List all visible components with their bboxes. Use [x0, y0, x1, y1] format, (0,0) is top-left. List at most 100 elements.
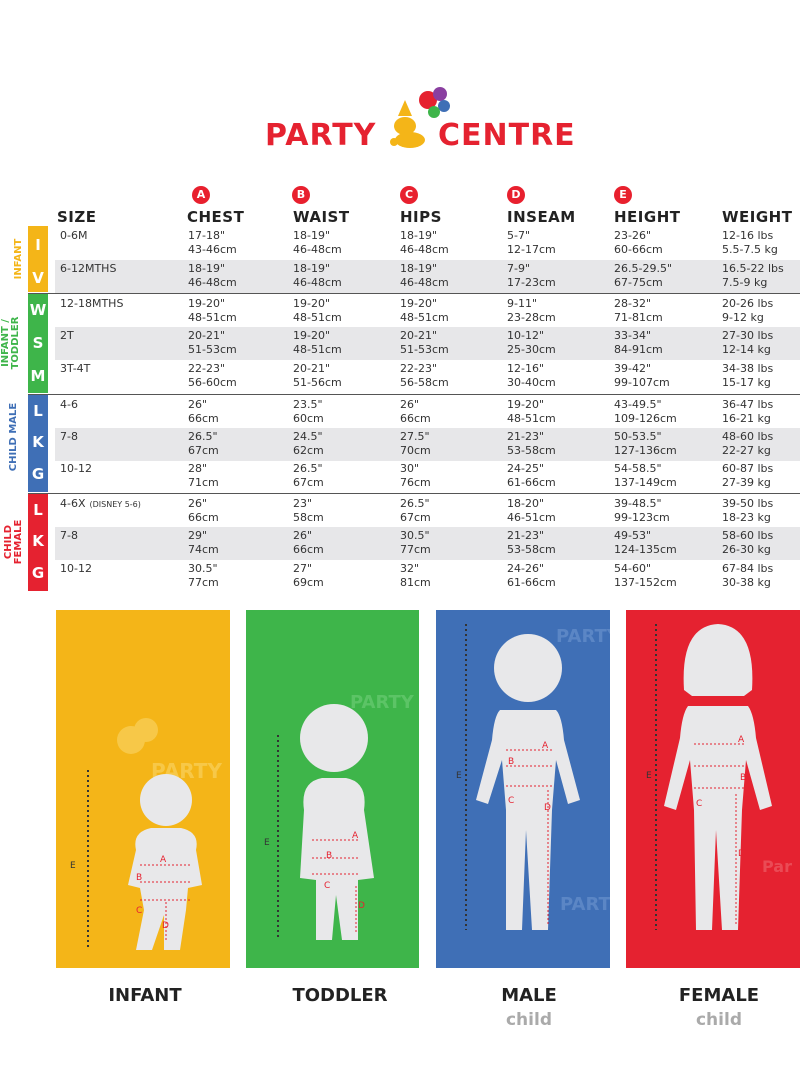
- weight-cell: 39-50 lbs 18-23 kg: [722, 497, 773, 525]
- waist-imperial: 23": [293, 497, 313, 510]
- col-letter-waist: B: [292, 186, 310, 204]
- waist-imperial: 26": [293, 529, 313, 542]
- figure-panel-toddler: PARTY E A B C D: [246, 610, 419, 968]
- table-row: 4-6 26" 66cm 23.5" 60cm 26" 66cm 19-20" 48-51cm 4…: [55, 396, 800, 429]
- chest-imperial: 30.5": [188, 562, 218, 575]
- weight-metric: 30-38 kg: [722, 576, 771, 589]
- table-row: 6-12MTHS 18-19" 46-48cm 18-19" 46-48cm 18-19"…: [55, 260, 800, 293]
- hips-imperial: 26": [400, 398, 420, 411]
- hips-imperial: 32": [400, 562, 420, 575]
- inseam-cell: 12-16" 30-40cm: [507, 362, 556, 390]
- chest-imperial: 20-21": [188, 329, 226, 342]
- size-letter: V: [32, 269, 44, 287]
- waist-cell: 18-19" 46-48cm: [293, 229, 342, 257]
- hips-imperial: 30.5": [400, 529, 430, 542]
- inseam-cell: 21-23" 53-58cm: [507, 529, 556, 557]
- group-bar-infant-toddler: W S M: [28, 294, 48, 393]
- chest-metric: 71cm: [188, 476, 219, 489]
- figure-label-infant: INFANT: [108, 985, 182, 1006]
- group-bar-infant: I V: [28, 226, 48, 292]
- col-letter-hips: C: [400, 186, 418, 204]
- group-label-infant: INFANT: [13, 238, 24, 280]
- weight-cell: 12-16 lbs 5.5-7.5 kg: [722, 229, 778, 257]
- table-row: 4-6X (DISNEY 5-6) 26" 66cm 23" 58cm 26.5" 67cm 1…: [55, 495, 800, 528]
- height-cell: 49-53" 124-135cm: [614, 529, 677, 557]
- weight-cell: 58-60 lbs 26-30 kg: [722, 529, 773, 557]
- height-imperial: 39-48.5": [614, 497, 662, 510]
- col-letter-chest: A: [192, 186, 210, 204]
- height-metric: 84-91cm: [614, 343, 663, 356]
- mark-e: E: [456, 771, 462, 781]
- chest-imperial: 19-20": [188, 297, 226, 310]
- group-label-child-female: CHILD FEMALE: [3, 519, 24, 565]
- chest-metric: 46-48cm: [188, 276, 237, 289]
- hips-metric: 67cm: [400, 511, 431, 524]
- height-cell: 28-32" 71-81cm: [614, 297, 663, 325]
- size-cell: 7-8: [60, 430, 78, 444]
- height-imperial: 28-32": [614, 297, 652, 310]
- table-row: 12-18MTHS 19-20" 48-51cm 19-20" 48-51cm 19-20…: [55, 295, 800, 328]
- chest-imperial: 18-19": [188, 262, 226, 275]
- svg-text:PARTY: PARTY: [350, 692, 415, 713]
- size-letter: I: [35, 236, 41, 254]
- chest-imperial: 26": [188, 497, 208, 510]
- hips-cell: 20-21" 51-53cm: [400, 329, 449, 357]
- waist-metric: 60cm: [293, 412, 324, 425]
- figure-label-male: MALE: [501, 985, 557, 1006]
- svg-text:PARTY: PARTY: [556, 626, 610, 647]
- col-header-inseam: INSEAM: [507, 208, 576, 226]
- height-metric: 99-123cm: [614, 511, 670, 524]
- chest-metric: 67cm: [188, 444, 219, 457]
- figure-sub-female: child: [695, 1010, 742, 1030]
- height-cell: 54-58.5" 137-149cm: [614, 462, 677, 490]
- waist-metric: 66cm: [293, 543, 324, 556]
- hips-metric: 76cm: [400, 476, 431, 489]
- hips-imperial: 18-19": [400, 229, 438, 242]
- waist-imperial: 26.5": [293, 462, 323, 475]
- height-cell: 43-49.5" 109-126cm: [614, 398, 677, 426]
- weight-cell: 16.5-22 lbs 7.5-9 kg: [722, 262, 784, 290]
- weight-cell: 67-84 lbs 30-38 kg: [722, 562, 773, 590]
- chest-cell: 17-18" 43-46cm: [188, 229, 237, 257]
- height-imperial: 26.5-29.5": [614, 262, 673, 275]
- mark-a: A: [160, 855, 167, 865]
- chest-metric: 51-53cm: [188, 343, 237, 356]
- col-header-chest: CHEST: [187, 208, 245, 226]
- col-letter-height: E: [614, 186, 632, 204]
- figure-sub-male: child: [505, 1010, 552, 1030]
- weight-imperial: 12-16 lbs: [722, 229, 774, 242]
- height-metric: 124-135cm: [614, 543, 677, 556]
- hips-cell: 30.5" 77cm: [400, 529, 431, 557]
- inseam-metric: 17-23cm: [507, 276, 556, 289]
- hips-metric: 81cm: [400, 576, 431, 589]
- hips-cell: 27.5" 70cm: [400, 430, 431, 458]
- mark-e: E: [70, 861, 76, 871]
- weight-imperial: 39-50 lbs: [722, 497, 774, 510]
- inseam-metric: 53-58cm: [507, 444, 556, 457]
- figure-panel-male: PARTY PARTY E A B C D: [436, 610, 610, 968]
- size-value: 4-6X: [60, 497, 86, 510]
- weight-imperial: 27-30 lbs: [722, 329, 774, 342]
- chest-cell: 29" 74cm: [188, 529, 219, 557]
- inseam-metric: 30-40cm: [507, 376, 556, 389]
- waist-cell: 24.5" 62cm: [293, 430, 324, 458]
- height-metric: 137-152cm: [614, 576, 677, 589]
- mark-b: B: [740, 773, 746, 783]
- chest-metric: 77cm: [188, 576, 219, 589]
- mark-b: B: [136, 873, 142, 883]
- weight-metric: 27-39 kg: [722, 476, 771, 489]
- mark-a: A: [542, 741, 549, 751]
- hips-imperial: 26.5": [400, 497, 430, 510]
- col-header-size: SIZE: [57, 208, 97, 226]
- chest-cell: 19-20" 48-51cm: [188, 297, 237, 325]
- size-cell: 10-12: [60, 462, 92, 476]
- waist-imperial: 23.5": [293, 398, 323, 411]
- hips-cell: 18-19" 46-48cm: [400, 262, 449, 290]
- size-letter: G: [31, 564, 45, 582]
- size-cell: 4-6: [60, 398, 78, 412]
- weight-metric: 18-23 kg: [722, 511, 771, 524]
- size-cell: 12-18MTHS: [60, 297, 123, 311]
- weight-metric: 9-12 kg: [722, 311, 764, 324]
- infant-figure-icon: PARTY E A B C D: [56, 610, 230, 968]
- mark-a: A: [352, 831, 359, 841]
